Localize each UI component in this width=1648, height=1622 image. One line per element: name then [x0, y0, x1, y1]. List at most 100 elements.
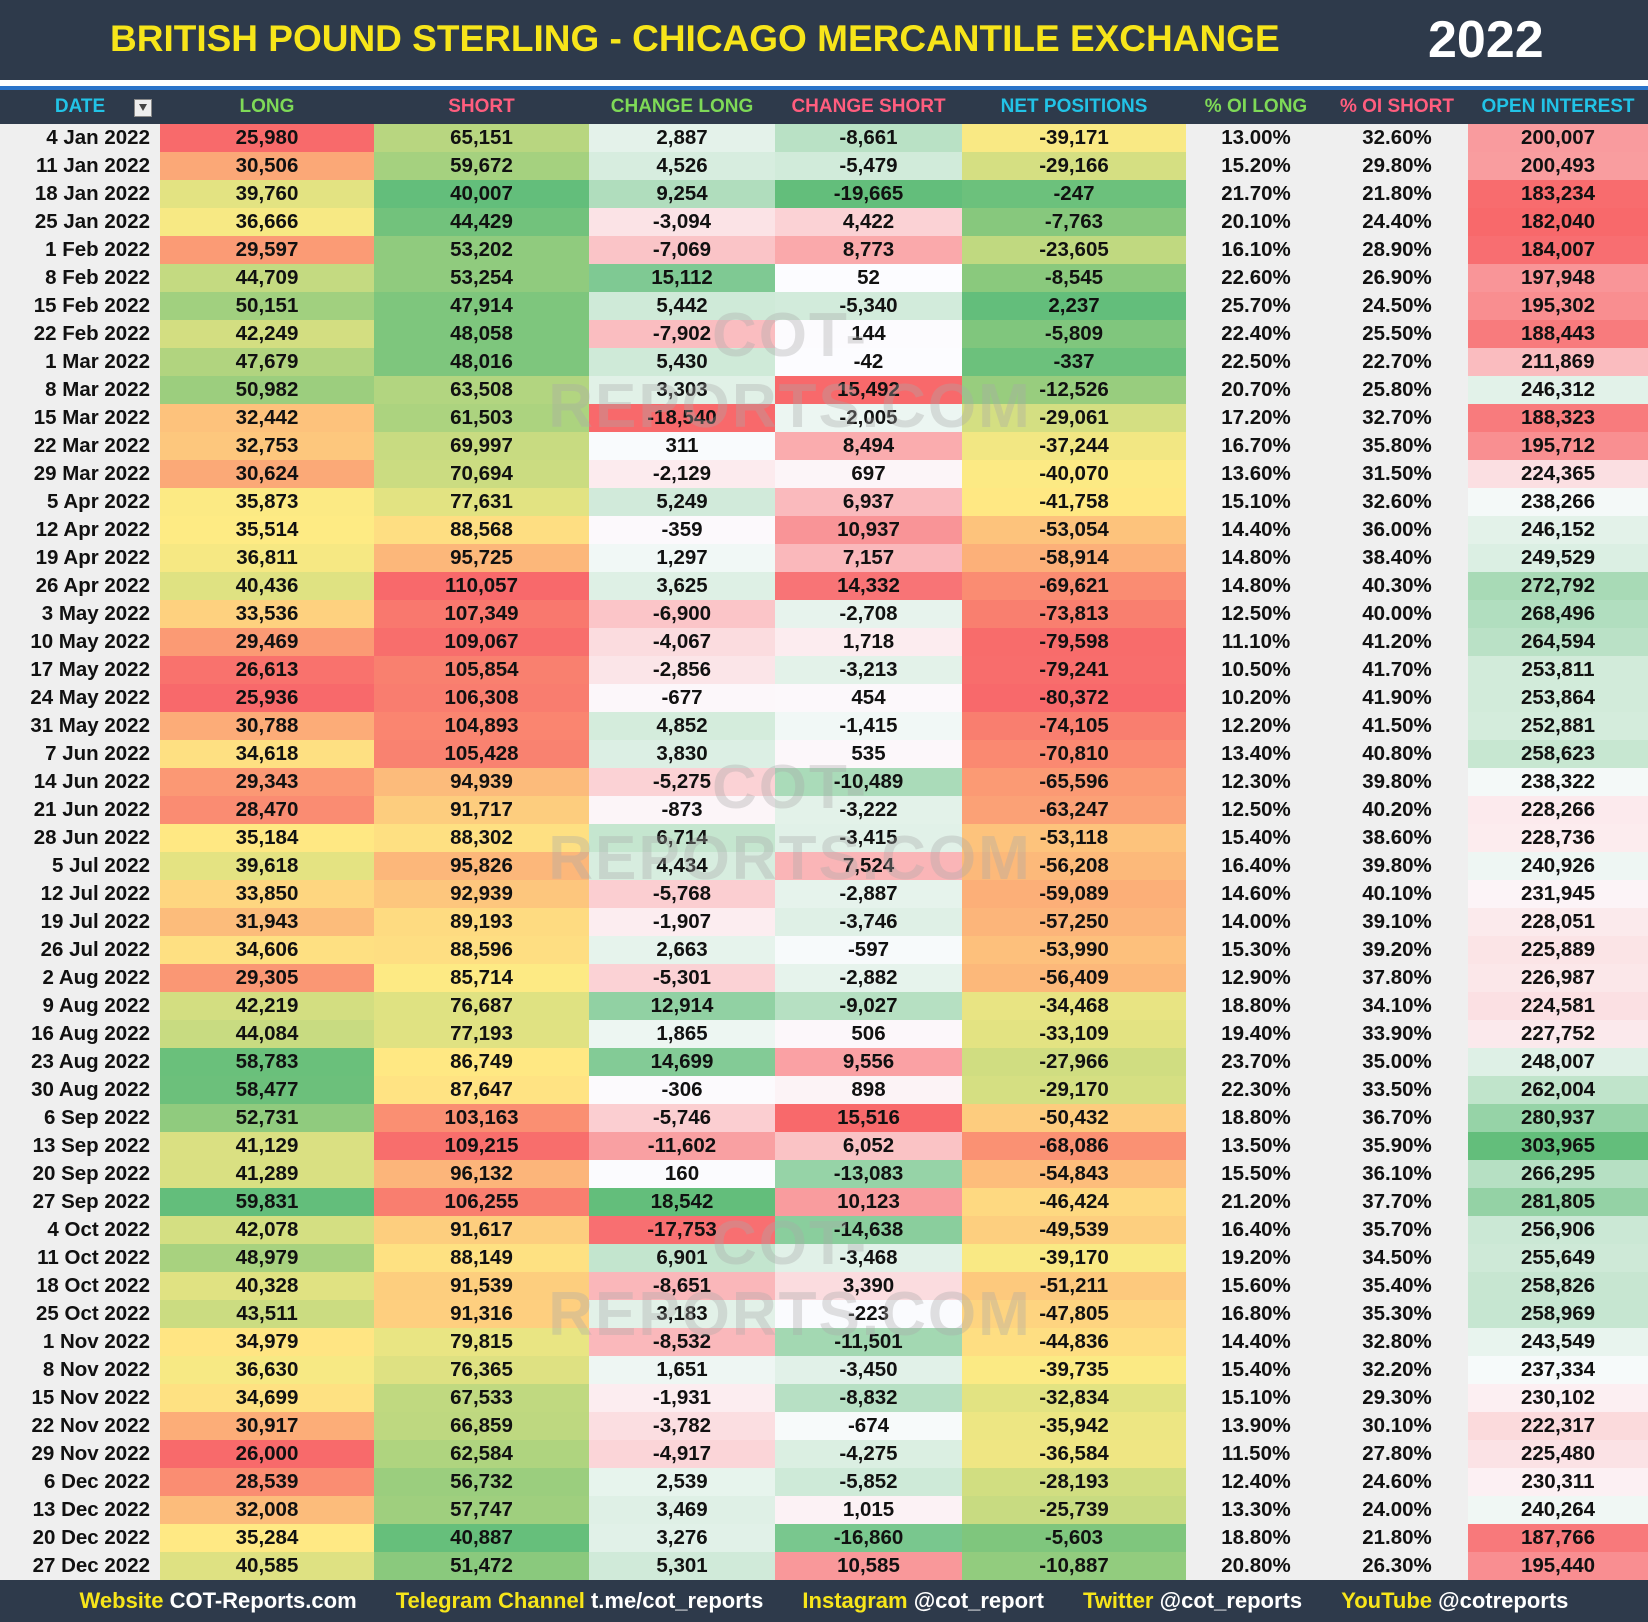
value-cell: 36,630	[160, 1356, 374, 1384]
value-cell: -597	[775, 936, 962, 964]
value-cell: 29,305	[160, 964, 374, 992]
value-cell: -70,810	[962, 740, 1186, 768]
table-row: 2 Aug 2022 29,305 85,714 -5,301 -2,882 -56,40…	[0, 964, 1648, 992]
value-cell: 41.70%	[1362, 658, 1432, 681]
table-body: 4 Jan 2022 25,980 65,151 2,887 -8,661 -39,171…	[0, 124, 1648, 1580]
value-cell: 41,289	[160, 1160, 374, 1188]
value-cell: 65,151	[374, 124, 589, 152]
table-row: 12 Jul 2022 33,850 92,939 -5,768 -2,887 -59,0…	[0, 880, 1648, 908]
value-cell: 30,624	[160, 460, 374, 488]
value-cell: 109,067	[374, 628, 589, 656]
date-cell: 16 Aug 2022	[31, 1022, 150, 1045]
footer-value: @cotreports	[1438, 1588, 1569, 1613]
value-cell: 77,193	[374, 1020, 589, 1048]
value-cell: 52	[775, 264, 962, 292]
value-cell: 91,316	[374, 1300, 589, 1328]
value-cell: 36.70%	[1362, 1106, 1432, 1129]
date-cell: 13 Sep 2022	[32, 1134, 150, 1157]
value-cell: 506	[775, 1020, 962, 1048]
value-cell: 18.80%	[1221, 1106, 1291, 1129]
value-cell: 3,303	[589, 376, 775, 404]
value-cell: 39,760	[160, 180, 374, 208]
value-cell: 13.40%	[1221, 742, 1291, 765]
date-cell: 8 Mar 2022	[45, 378, 150, 401]
table-row: 24 May 2022 25,936 106,308 -677 454 -80,372 10…	[0, 684, 1648, 712]
value-cell: 77,631	[374, 488, 589, 516]
filter-button[interactable]	[134, 99, 152, 117]
value-cell: 34,618	[160, 740, 374, 768]
value-cell: 15.40%	[1221, 826, 1291, 849]
value-cell: 59,831	[160, 1188, 374, 1216]
date-cell: 5 Apr 2022	[47, 490, 150, 513]
value-cell: -40,070	[962, 460, 1186, 488]
value-cell: 30,506	[160, 152, 374, 180]
date-cell: 10 May 2022	[30, 630, 150, 653]
date-cell: 18 Jan 2022	[34, 182, 150, 205]
value-cell: 200,493	[1468, 152, 1648, 180]
value-cell: -80,372	[962, 684, 1186, 712]
value-cell: 8,773	[775, 236, 962, 264]
table-row: 25 Oct 2022 43,511 91,316 3,183 -223 -47,805 1…	[0, 1300, 1648, 1328]
value-cell: -19,665	[775, 180, 962, 208]
date-cell: 26 Jul 2022	[40, 938, 150, 961]
value-cell: 14.60%	[1221, 882, 1291, 905]
value-cell: 33.90%	[1362, 1022, 1432, 1045]
value-cell: 31.50%	[1362, 462, 1432, 485]
value-cell: -50,432	[962, 1104, 1186, 1132]
value-cell: 38.40%	[1362, 546, 1432, 569]
value-cell: 6,714	[589, 824, 775, 852]
date-cell: 29 Mar 2022	[33, 462, 150, 485]
value-cell: 3,830	[589, 740, 775, 768]
value-cell: 32,753	[160, 432, 374, 460]
value-cell: 39.20%	[1362, 938, 1432, 961]
value-cell: 106,255	[374, 1188, 589, 1216]
value-cell: 12,914	[589, 992, 775, 1020]
value-cell: 31,943	[160, 908, 374, 936]
table-row: 15 Mar 2022 32,442 61,503 -18,540 -2,005 -29,…	[0, 404, 1648, 432]
value-cell: 3,183	[589, 1300, 775, 1328]
value-cell: 42,219	[160, 992, 374, 1020]
column-header-text: % OI SHORT	[1339, 96, 1454, 117]
value-cell: 92,939	[374, 880, 589, 908]
value-cell: 61,503	[374, 404, 589, 432]
value-cell: -677	[589, 684, 775, 712]
value-cell: 70,694	[374, 460, 589, 488]
table-row: 29 Mar 2022 30,624 70,694 -2,129 697 -40,070 1…	[0, 460, 1648, 488]
value-cell: 22.60%	[1221, 266, 1291, 289]
value-cell: 197,948	[1468, 264, 1648, 292]
footer-label: Instagram	[802, 1588, 908, 1613]
value-cell: -79,241	[962, 656, 1186, 684]
value-cell: 94,939	[374, 768, 589, 796]
value-cell: 76,687	[374, 992, 589, 1020]
value-cell: -47,805	[962, 1300, 1186, 1328]
value-cell: 225,889	[1468, 936, 1648, 964]
value-cell: -2,856	[589, 656, 775, 684]
value-cell: 14.80%	[1221, 574, 1291, 597]
date-cell: 7 Jun 2022	[45, 742, 150, 765]
date-cell: 6 Sep 2022	[44, 1106, 150, 1129]
value-cell: -33,109	[962, 1020, 1186, 1048]
value-cell: 32.80%	[1362, 1330, 1432, 1353]
value-cell: 26,613	[160, 656, 374, 684]
value-cell: 48,016	[374, 348, 589, 376]
date-cell: 12 Jul 2022	[40, 882, 150, 905]
separator	[0, 80, 1648, 90]
value-cell: -54,843	[962, 1160, 1186, 1188]
table-row: 12 Apr 2022 35,514 88,568 -359 10,937 -53,054…	[0, 516, 1648, 544]
value-cell: 86,749	[374, 1048, 589, 1076]
value-cell: 281,805	[1468, 1188, 1648, 1216]
value-cell: 29,343	[160, 768, 374, 796]
value-cell: 35.30%	[1362, 1302, 1432, 1325]
date-cell: 19 Apr 2022	[35, 546, 150, 569]
table-row: 6 Dec 2022 28,539 56,732 2,539 -5,852 -28,193…	[0, 1468, 1648, 1496]
value-cell: -5,479	[775, 152, 962, 180]
value-cell: 21.80%	[1362, 182, 1432, 205]
value-cell: 33,850	[160, 880, 374, 908]
column-header: CHANGE SHORT	[775, 90, 962, 124]
value-cell: 34.50%	[1362, 1246, 1432, 1269]
value-cell: 231,945	[1468, 880, 1648, 908]
value-cell: 25,980	[160, 124, 374, 152]
value-cell: 227,752	[1468, 1020, 1648, 1048]
footer: Website COT-Reports.com Telegram Channel …	[0, 1580, 1648, 1622]
date-cell: 5 Jul 2022	[51, 854, 150, 877]
